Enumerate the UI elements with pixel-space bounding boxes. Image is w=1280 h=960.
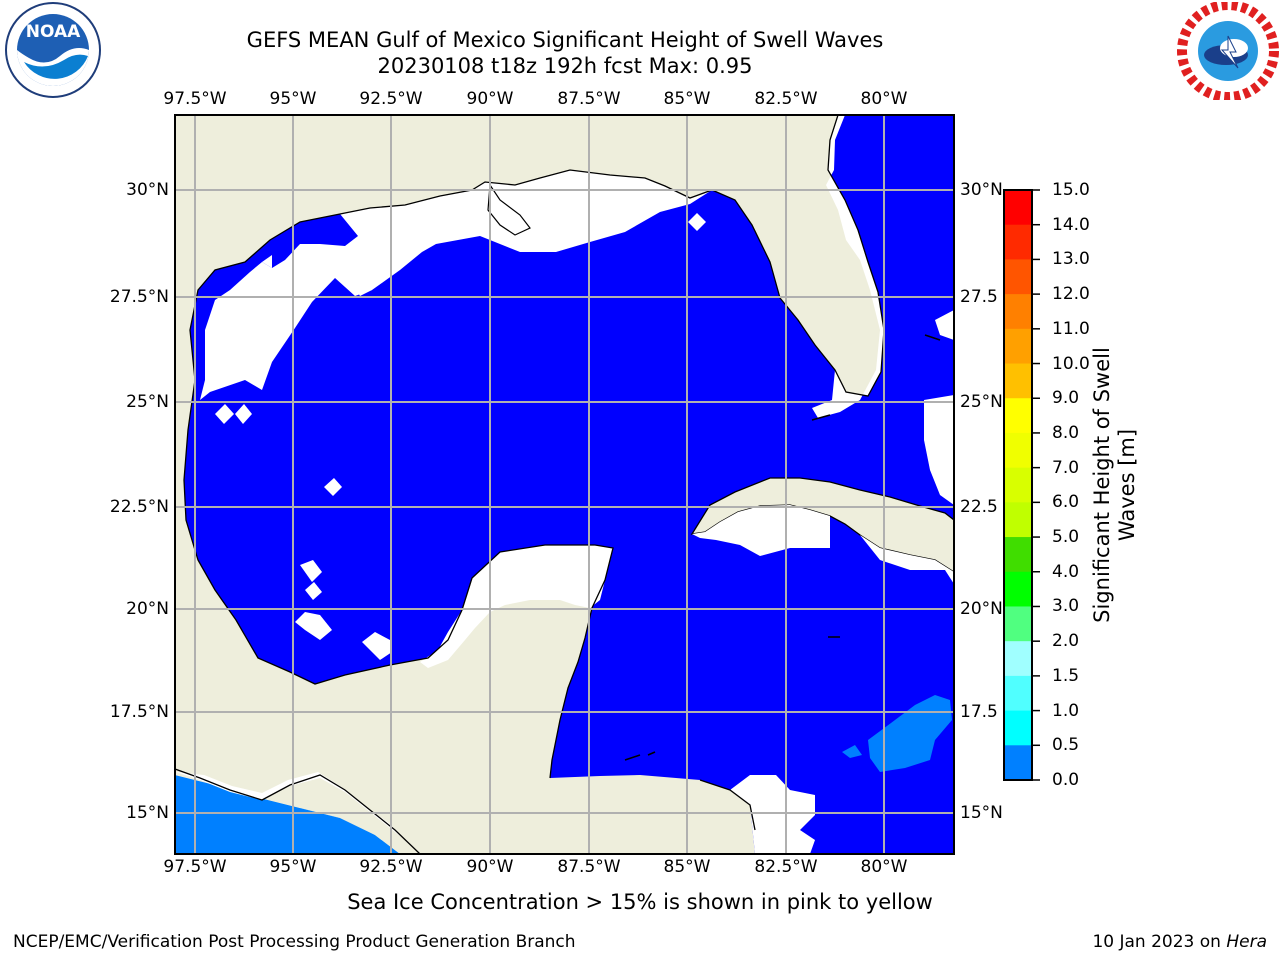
colorbar-tick-label: 13.0 [1052,249,1090,270]
colorbar-segment [1004,398,1032,434]
colorbar-segment [1004,502,1032,538]
colorbar-tick-label: 3.0 [1052,596,1080,617]
colorbar-tick-label: 1.0 [1052,700,1080,721]
footer-host: Hera [1226,932,1267,952]
colorbar-segment [1004,259,1032,295]
lat-tick-right: 30°N [960,180,1003,200]
lon-tick-top: 85°W [663,89,711,109]
lon-tick-bottom: 92.5°W [359,857,423,877]
footer-date-text: 10 Jan 2023 on [1092,932,1227,952]
lat-tick-right: 25°N [960,392,1003,412]
colorbar-tick-label: 5.0 [1052,527,1080,548]
colorbar-segment [1004,606,1032,642]
lon-tick-top: 97.5°W [163,89,227,109]
colorbar-tick-label: 2.0 [1052,631,1080,652]
colorbar-tick-label: 0.0 [1052,770,1080,790]
colorbar-tick-label: 14.0 [1052,214,1090,235]
colorbar-segment [1004,432,1032,469]
colorbar-segment [1004,294,1032,330]
map-frame [174,114,955,855]
colorbar-segment [1004,571,1032,607]
lat-tick-right: 15°N [960,803,1003,823]
lon-tick-top: 82.5°W [754,89,818,109]
lon-tick-top: 87.5°W [557,89,621,109]
footer-date: 10 Jan 2023 on Hera [1092,932,1267,952]
noaa-logo: NOAA [5,2,101,98]
colorbar-tick-label: 0.5 [1052,735,1080,756]
colorbar-segment [1004,710,1032,746]
colorbar-tick-label: 10.0 [1052,353,1090,374]
lat-tick-right: 20°N [960,599,1003,619]
sea-ice-note: Sea Ice Concentration > 15% is shown in … [347,890,933,914]
lat-tick-right: 27.5 [960,287,998,307]
colorbar [1003,189,1040,781]
lon-tick-top: 95°W [269,89,317,109]
colorbar-tick-label: 7.0 [1052,457,1080,478]
lat-tick-left: 27.5°N [109,287,169,307]
lat-tick-left: 15°N [126,803,169,823]
lon-tick-bottom: 97.5°W [163,857,227,877]
colorbar-segment [1004,224,1032,260]
chart-subtitle: 20230108 t18z 192h fcst Max: 0.95 [377,54,753,78]
chart-title: GEFS MEAN Gulf of Mexico Significant Hei… [246,28,884,52]
footer-credit: NCEP/EMC/Verification Post Processing Pr… [13,932,576,952]
colorbar-tick-label: 4.0 [1052,561,1080,582]
lat-tick-left: 22.5°N [109,497,169,517]
colorbar-frame [1003,189,1033,781]
lon-tick-top: 90°W [466,89,514,109]
lat-tick-right: 17.5 [960,702,998,722]
colorbar-tick-label: 15.0 [1052,180,1090,200]
lon-tick-bottom: 95°W [269,857,317,877]
colorbar-segment [1004,745,1032,781]
noaa-logo-text: NOAA [26,22,81,42]
lon-tick-bottom: 85°W [663,857,711,877]
lat-tick-left: 25°N [126,392,169,412]
lat-tick-right: 22.5 [960,497,998,517]
colorbar-tick-label: 8.0 [1052,422,1080,443]
lon-tick-bottom: 82.5°W [754,857,818,877]
colorbar-tick-label: 1.5 [1052,665,1080,686]
coastline [183,115,885,779]
lon-tick-top: 80°W [860,89,908,109]
lat-tick-left: 17.5°N [109,702,169,722]
colorbar-label: Significant Height of Swell Waves [m] [1090,347,1139,623]
colorbar-tick-label: 9.0 [1052,388,1080,409]
colorbar-tick-label: 6.0 [1052,492,1080,513]
lon-tick-bottom: 90°W [466,857,514,877]
lat-tick-left: 20°N [126,599,169,619]
gridlines [175,115,954,854]
lon-tick-top: 92.5°W [359,89,423,109]
colorbar-segment [1004,363,1032,399]
colorbar-segment [1004,675,1032,712]
nws-logo [1177,2,1279,100]
colorbar-tick-label: 11.0 [1052,318,1090,339]
colorbar-segment [1004,467,1032,503]
colorbar-segment [1004,537,1032,573]
colorbar-segment [1004,190,1032,226]
colorbar-tick-label: 12.0 [1052,284,1090,305]
colorbar-segment [1004,328,1032,365]
land-north-america [175,115,884,854]
lat-tick-left: 30°N [126,180,169,200]
lon-tick-bottom: 80°W [860,857,908,877]
colorbar-segment [1004,641,1032,677]
lon-tick-bottom: 87.5°W [557,857,621,877]
